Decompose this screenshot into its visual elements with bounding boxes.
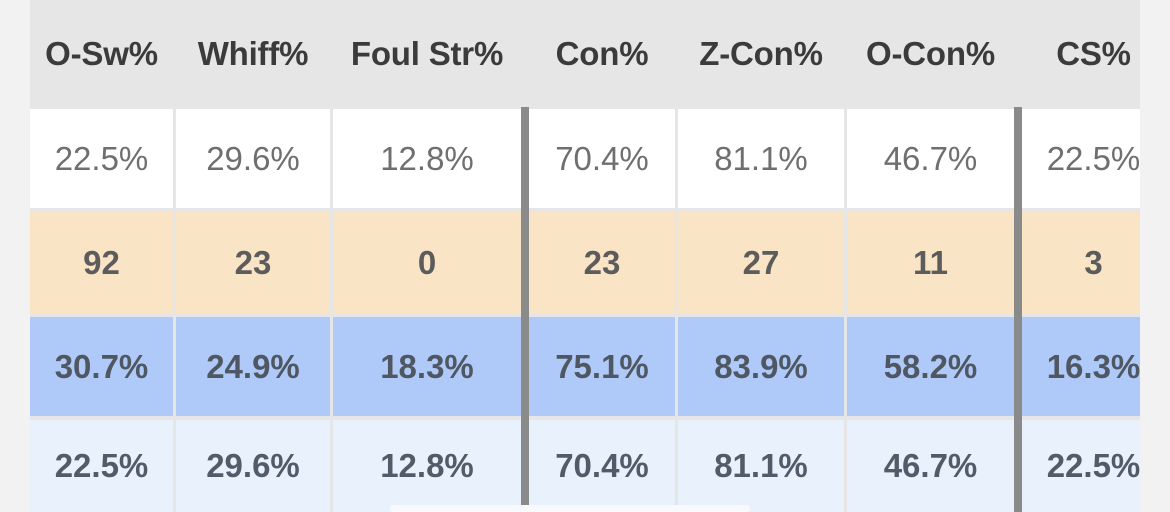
table-cell: 16.3% (1022, 317, 1140, 416)
table-cell: 12.8% (333, 420, 521, 512)
table-cell: 83.9% (678, 317, 844, 416)
column-header-con[interactable]: Con% (555, 34, 649, 72)
stats-table: O-Sw% Whiff% Foul Str% Con% Z-Con% O-Con… (30, 0, 1140, 512)
table-cell: 46.7% (847, 109, 1014, 208)
table-cell: 12.8% (333, 109, 521, 208)
table-cell: 75.1% (529, 317, 675, 416)
table-cell: 81.1% (678, 109, 844, 208)
table-cell: 29.6% (176, 109, 330, 208)
table-cell: 70.4% (529, 109, 675, 208)
table-cell: 22.5% (30, 109, 173, 208)
table-cell: 18.3% (333, 317, 521, 416)
table-cell: 23 (176, 211, 330, 314)
column-header-foul-str[interactable]: Foul Str% (350, 34, 504, 72)
table-cell: 92 (30, 211, 173, 314)
table-cell: 27 (678, 211, 844, 314)
table-cell: 24.9% (176, 317, 330, 416)
table-cell: 46.7% (847, 420, 1014, 512)
column-group-divider (521, 107, 529, 512)
table-cell: 22.5% (1022, 420, 1140, 512)
table-cell: 70.4% (529, 420, 675, 512)
table-cell: 11 (847, 211, 1014, 314)
column-header-z-con[interactable]: Z-Con% (699, 34, 823, 72)
column-header-whiff[interactable]: Whiff% (197, 34, 309, 72)
column-group-divider (1014, 107, 1022, 512)
table-cell: 3 (1022, 211, 1140, 314)
table-cell: 23 (529, 211, 675, 314)
table-cell: 22.5% (1022, 109, 1140, 208)
right-margin (1140, 0, 1170, 512)
table-cell: 81.1% (678, 420, 844, 512)
column-header-o-con[interactable]: O-Con% (866, 34, 995, 72)
column-header-cs[interactable]: CS% (1056, 34, 1131, 72)
table-cell: 0 (333, 211, 521, 314)
left-margin (0, 0, 30, 512)
table-cell: 30.7% (30, 317, 173, 416)
table-cell: 58.2% (847, 317, 1014, 416)
table-cell: 29.6% (176, 420, 330, 512)
column-header-o-sw[interactable]: O-Sw% (45, 34, 158, 72)
table-cell: 22.5% (30, 420, 173, 512)
scroll-hint-bar (390, 505, 750, 512)
